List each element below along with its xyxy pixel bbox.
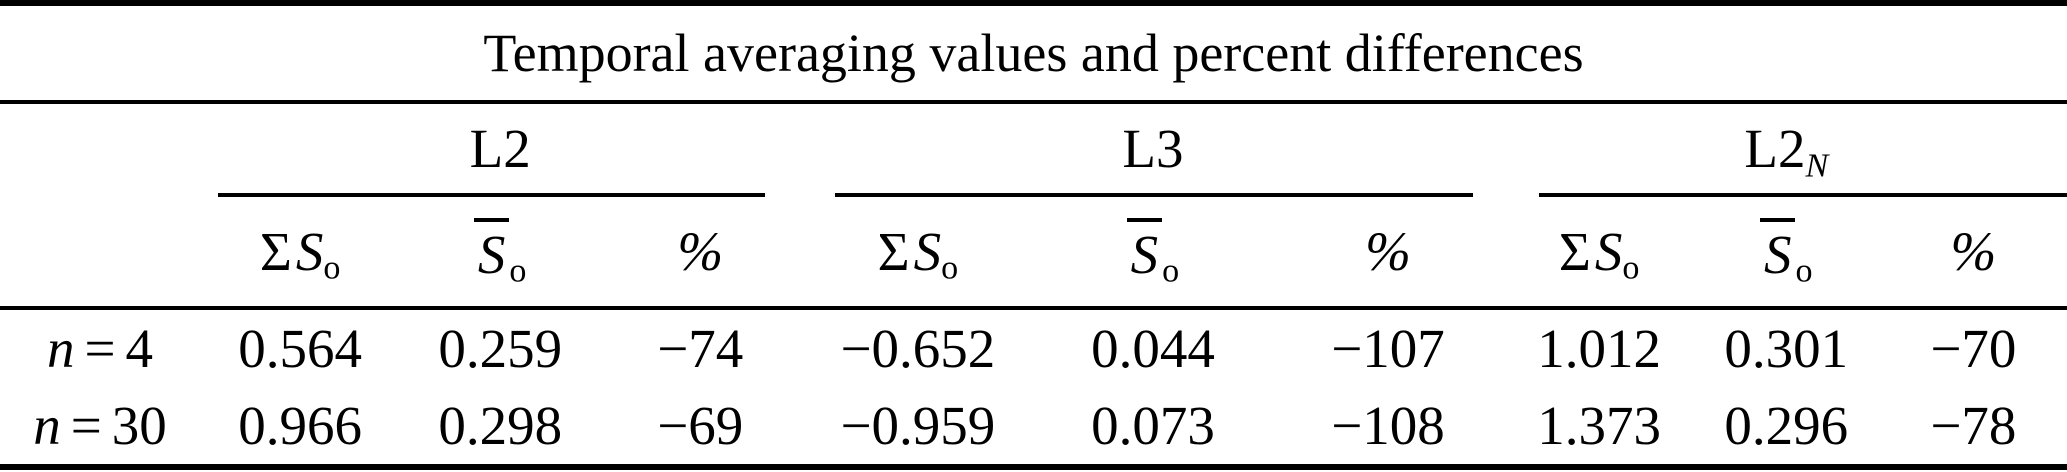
cell-n4-l2-pct: −74 (657, 318, 744, 379)
cell-n4-l2n-mean: 0.301 (1724, 318, 1849, 379)
rule-under-l2n (1538, 193, 2067, 197)
subheader-l3-percent: % (1270, 197, 1506, 310)
cell-n30-l2n-sum: 1.373 (1537, 395, 1661, 456)
cell-n30-l2-mean: 0.298 (438, 395, 563, 456)
row-label-n30: n = 30 (33, 395, 167, 456)
cell-n30-l3-mean: 0.073 (1091, 395, 1215, 456)
col-group-header-l2n: L2N (1506, 102, 2067, 197)
cell-n4-l2-mean: 0.259 (438, 318, 563, 379)
cell-n30-l2-sum: 0.966 (238, 395, 362, 456)
cell-n4-l3-mean: 0.044 (1091, 318, 1215, 379)
subheader-l2n-sum-so: ΣSo (1505, 197, 1693, 310)
subheader-l2n-percent: % (1879, 197, 2067, 310)
cell-n4-l2-sum: 0.564 (238, 318, 362, 379)
row-label-n4: n = 4 (47, 318, 154, 379)
subheader-l2-sum-so: ΣSo (200, 197, 401, 310)
subheader-empty-cell (0, 197, 201, 310)
rule-under-l2 (218, 193, 766, 197)
cell-n30-l3-pct: −108 (1331, 395, 1445, 456)
rule-under-l3 (835, 193, 1473, 197)
subheader-l2-percent: % (600, 197, 801, 310)
corner-empty-cell (0, 102, 200, 197)
cell-n30-l2-pct: −69 (657, 395, 744, 456)
group-label-l2: L2 (469, 118, 531, 180)
cell-n4-l2n-pct: −70 (1930, 318, 2017, 379)
group-label-l3: L3 (1122, 118, 1184, 180)
cell-n30-l3-sum: −0.959 (840, 395, 996, 456)
col-group-header-l2: L2 (200, 102, 800, 197)
col-group-header-l3: L3 (800, 102, 1505, 197)
cell-n4-l2n-sum: 1.012 (1537, 318, 1661, 379)
subheader-l3-sum-so: ΣSo (800, 197, 1036, 310)
cell-n4-l3-pct: −107 (1331, 318, 1445, 379)
cell-n30-l2n-mean: 0.296 (1724, 395, 1849, 456)
cell-n30-l2n-pct: −78 (1930, 395, 2017, 456)
group-label-l2n: L2N (1744, 118, 1829, 185)
table-title: Temporal averaging values and percent di… (0, 3, 2067, 104)
cell-n4-l3-sum: −0.652 (840, 318, 996, 379)
